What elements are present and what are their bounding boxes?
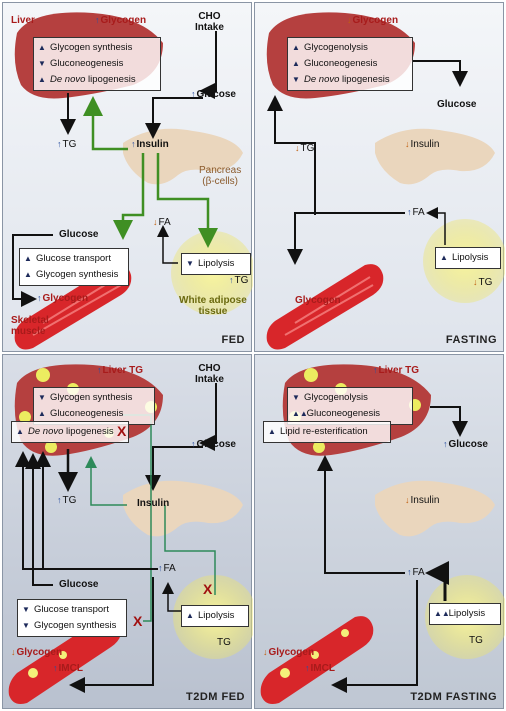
x-mark-lipogenesis: X [117,423,127,439]
fasting-lipolysis-box: ▲ Lipolysis [435,247,501,269]
t2dm-fed-tg: ↑TG [57,495,77,506]
t2dm-fasting-lipolysis-box: ▲▲ Lipolysis [429,603,501,625]
panel-fed: Liver ↑Glycogen CHO Intake ▲ Glycogen synt… [2,2,253,352]
pancreas-shape [123,128,243,185]
fasting-insulin: ↓Insulin [405,139,440,150]
t2dm-fed-muscle-glycogen: ↓Glycogen [11,647,63,658]
t2dm-fed-glucose: ↑Glucose [191,439,236,450]
t2dm-fasting-title: T2DM FASTING [410,691,497,703]
t2dm-fed-insulin: Insulin [137,498,170,509]
panel-t2dm-fasting: ↑Liver TG ▼ Glycogenolysis ▲▲ Gluconeogen… [254,354,505,709]
fed-glucose-label: ↑Glucose [191,89,236,100]
fed-liver-box: ▲ Glycogen synthesis ▼ Gluconeogenesis ▲ De… [33,37,161,91]
panel-fasting: ↓Glycogen ▲ Glycogenolysis ▲ Gluconeogenes… [254,2,505,352]
fasting-tg: ↓TG [295,143,315,154]
liver-glycogen-label: ↑Glycogen [95,15,147,26]
pancreas-shape [123,480,243,537]
x-mark-muscle: X [133,613,143,629]
fed-muscle-glycogen: ↑Glycogen [37,293,89,304]
fasting-title: FASTING [445,334,497,346]
t2dm-fasting-fa: ↑FA [407,567,425,578]
t2dm-fed-lipogenesis-box: ▲ De novo lipogenesis [11,421,129,443]
fed-glucose-muscle: Glucose [59,229,99,240]
fed-adipose-tg: ↑TG [229,275,249,286]
t2dm-liver-tg: ↑Liver TG [97,365,144,376]
fed-lipolysis-box: ▼ Lipolysis [181,253,251,275]
t2dm-fasting-muscle-glycogen: ↓Glycogen [263,647,315,658]
muscle-shape [260,616,374,704]
cho-intake-label: CHO Intake [195,11,224,33]
panel-t2dm-fed: ↑Liver TG CHO Intake ▼ Glycogen synthesis … [2,354,253,709]
fasting-glycogen: ↓Glycogen [347,15,399,26]
t2dm-fasting-imcl: ↑IMCL [305,663,335,674]
t2dm-fed-fa: ↑FA [158,563,176,574]
t2dm-fasting-insulin: ↓Insulin [405,495,440,506]
pancreas-shape [375,480,495,537]
t2dm-fed-imcl: ↑IMCL [53,663,83,674]
t2dm-fed-glucose-muscle: Glucose [59,579,99,590]
fed-liver-tg: ↑TG [57,139,77,150]
white-adipose-label: White adipose tissue [179,295,247,317]
x-mark-lipolysis: X [203,581,213,597]
fed-fa-label: ↓FA [153,217,171,228]
fed-muscle-box: ▲ Glucose transport ▲ Glycogen synthesis [19,248,129,286]
t2dm-fed-muscle-box: ▼ Glucose transport ▼ Glycogen synthesis [17,599,127,637]
t2dm-cho-intake: CHO Intake [195,363,224,385]
liver-label: Liver [11,15,35,26]
t2dm-fasting-adipose-tg: TG [469,635,483,646]
t2dm-fed-lipolysis-box: ▲ Lipolysis [181,605,249,627]
fed-title: FED [221,334,245,346]
t2dm-fasting-liver-tg: ↑Liver TG [373,365,420,376]
fasting-glucose: Glucose [437,99,477,110]
skeletal-muscle-label: Skeletal muscle [11,315,49,337]
pancreas-shape [375,128,495,185]
fasting-adipose-tg: ↓TG [473,277,493,288]
muscle-shape [266,264,384,350]
t2dm-fasting-liver-box: ▼ Glycogenolysis ▲▲ Gluconeogenesis [287,387,413,425]
fasting-fa: ↑FA [407,207,425,218]
t2dm-fed-adipose-tg: TG [217,637,231,648]
fasting-muscle-glycogen: Glycogen [295,295,341,306]
pancreas-label: Pancreas (β-cells) [199,165,242,187]
t2dm-fed-liver-box: ▼ Glycogen synthesis ▲ Gluconeogenesis [33,387,155,425]
t2dm-fed-title: T2DM FED [186,691,245,703]
fed-insulin-label: ↑Insulin [131,139,169,150]
muscle-shape [8,616,122,704]
t2dm-fasting-glucose: ↑Glucose [443,439,488,450]
t2dm-fasting-reester-box: ▲ Lipid re-esterification [263,421,391,443]
fasting-liver-box: ▲ Glycogenolysis ▲ Gluconeogenesis ▼ De nov… [287,37,413,91]
